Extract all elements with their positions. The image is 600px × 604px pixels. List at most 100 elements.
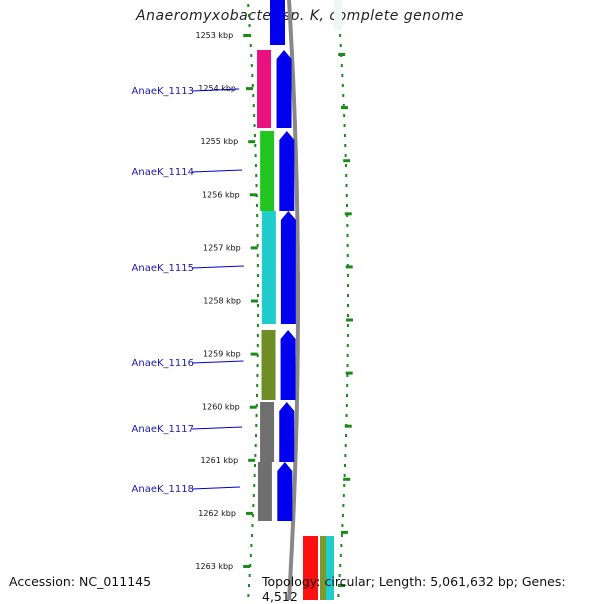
ruler-dot bbox=[256, 364, 259, 367]
cds-arrow bbox=[276, 50, 292, 128]
ruler-dot bbox=[340, 534, 343, 537]
tick-mark bbox=[248, 458, 256, 462]
cds-arrow bbox=[277, 462, 293, 521]
gene-block bbox=[320, 536, 326, 600]
ruler-dot bbox=[339, 34, 342, 37]
ruler-dot bbox=[346, 344, 349, 347]
ruler-dot bbox=[345, 194, 348, 197]
ruler-dot bbox=[344, 144, 347, 147]
ruler-dot bbox=[344, 154, 347, 157]
ruler-dot bbox=[251, 524, 254, 527]
ruler-dot bbox=[338, 574, 341, 577]
ruler-dot bbox=[343, 474, 346, 477]
tick-label: 1262 kbp bbox=[198, 509, 236, 518]
ruler-dot bbox=[345, 434, 348, 437]
tick-mark bbox=[338, 53, 346, 56]
tick-label: 1263 kbp bbox=[195, 562, 233, 571]
ruler-dot bbox=[341, 524, 344, 527]
ruler-dot bbox=[250, 534, 253, 537]
ruler-dot bbox=[254, 154, 257, 157]
tick-mark bbox=[248, 140, 256, 144]
ruler-dot bbox=[339, 564, 342, 567]
ruler-dot bbox=[346, 254, 349, 257]
ruler-dot bbox=[254, 464, 257, 467]
gene-label-line bbox=[191, 360, 244, 364]
ruler-dot bbox=[252, 104, 255, 107]
track-layer bbox=[257, 0, 342, 600]
ruler-dot bbox=[247, 594, 250, 597]
tick-mark bbox=[250, 246, 258, 250]
tick-mark bbox=[249, 193, 257, 197]
ruler-dot bbox=[344, 444, 347, 447]
ruler-dot bbox=[346, 214, 349, 217]
ruler-dot bbox=[247, 14, 250, 17]
ruler-dot bbox=[255, 424, 258, 427]
ruler-dot bbox=[251, 514, 254, 517]
ruler-dot bbox=[255, 434, 258, 437]
cds-arrow bbox=[280, 330, 296, 400]
tick-mark bbox=[250, 352, 258, 356]
ruler-dot bbox=[341, 84, 344, 87]
tick-label: 1255 kbp bbox=[200, 137, 238, 146]
gene-label: AnaeK_1118 bbox=[132, 484, 194, 495]
ruler-dot bbox=[249, 44, 252, 47]
ruler-dot bbox=[346, 234, 349, 237]
ruler-dot bbox=[345, 204, 348, 207]
ruler-dot bbox=[346, 224, 349, 227]
ruler-dot bbox=[345, 184, 348, 187]
gene-label: AnaeK_1117 bbox=[132, 424, 194, 435]
ruler-dot bbox=[337, 594, 340, 597]
ruler-dot bbox=[341, 74, 344, 77]
tick-mark bbox=[344, 424, 352, 428]
ruler-dot bbox=[346, 354, 349, 357]
ruler-dot bbox=[341, 514, 344, 517]
label-layer: AnaeK_1113 AnaeK_1114 AnaeK_1115 AnaeK_1116… bbox=[132, 86, 244, 495]
ruler-dot bbox=[256, 214, 259, 217]
backbone-line bbox=[287, 0, 300, 600]
gene-label-line bbox=[191, 265, 244, 269]
tick-mark bbox=[249, 405, 257, 409]
ruler-dot bbox=[256, 284, 259, 287]
gene-label-line bbox=[191, 426, 243, 430]
ruler-dot bbox=[249, 564, 252, 567]
ruler-dot bbox=[342, 94, 345, 97]
ruler-dot bbox=[252, 504, 255, 507]
ruler-dot bbox=[252, 494, 255, 497]
cds-arrow bbox=[270, 0, 285, 45]
tick-mark bbox=[246, 87, 254, 91]
gene-block bbox=[261, 330, 276, 400]
ruler-dot bbox=[340, 64, 343, 67]
ruler-dot bbox=[253, 134, 256, 137]
tick-mark bbox=[345, 265, 353, 269]
tick-mark bbox=[343, 477, 351, 481]
tick-mark bbox=[340, 530, 348, 534]
ruler-dot bbox=[256, 304, 259, 307]
gene-label-line bbox=[191, 169, 243, 173]
ruler-dot bbox=[344, 464, 347, 467]
gene-block bbox=[303, 536, 318, 600]
ruler-dot bbox=[346, 384, 349, 387]
ruler-dot bbox=[254, 144, 257, 147]
ruler-dot bbox=[346, 274, 349, 277]
ruler-dot bbox=[250, 544, 253, 547]
ruler-dot bbox=[346, 324, 349, 327]
tick-label: 1260 kbp bbox=[202, 403, 240, 412]
ruler-dot bbox=[256, 384, 259, 387]
tick-mark bbox=[243, 565, 251, 568]
ruler-dot bbox=[247, 4, 250, 7]
ruler-dot bbox=[342, 504, 345, 507]
gene-label: AnaeK_1114 bbox=[132, 167, 194, 178]
ruler-dot bbox=[346, 364, 349, 367]
ruler-dot bbox=[343, 484, 346, 487]
ruler-dot bbox=[344, 164, 347, 167]
ruler-dot bbox=[256, 314, 259, 317]
gene-label: AnaeK_1115 bbox=[132, 263, 194, 274]
tick-label: 1258 kbp bbox=[203, 297, 241, 306]
tick-mark bbox=[245, 511, 253, 515]
ruler-dot bbox=[253, 474, 256, 477]
tick-mark bbox=[344, 212, 352, 216]
ruler-dot bbox=[253, 114, 256, 117]
ruler-dot bbox=[345, 174, 348, 177]
ruler-dot bbox=[256, 274, 259, 277]
